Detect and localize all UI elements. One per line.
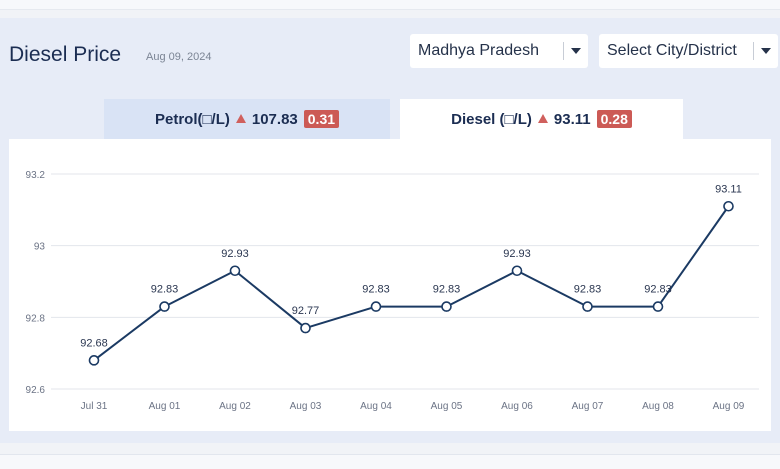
data-point [582, 301, 593, 312]
data-label: 92.83 [433, 284, 461, 296]
x-tick-label: Aug 07 [572, 401, 604, 412]
x-tick-label: Aug 04 [360, 401, 392, 412]
state-dropdown[interactable]: Madhya Pradesh [410, 34, 588, 68]
bottom-strip [0, 454, 780, 469]
data-label: 93.11 [715, 183, 742, 195]
data-label: 92.93 [503, 248, 531, 260]
up-arrow-icon [235, 113, 246, 123]
x-tick-label: Aug 02 [219, 401, 251, 412]
state-dropdown-label: Madhya Pradesh [418, 42, 539, 59]
page-title: Diesel Price [9, 43, 122, 66]
dropdown-separator [563, 42, 564, 60]
y-tick-label: 93.2 [26, 170, 46, 181]
x-tick-label: Aug 09 [713, 401, 745, 412]
x-tick-label: Aug 05 [431, 401, 463, 412]
data-label: 92.77 [292, 305, 320, 317]
data-label: 92.83 [362, 284, 390, 296]
city-dropdown-label: Select City/District [607, 42, 737, 59]
x-tick-label: Aug 06 [501, 401, 533, 412]
tab-petrol[interactable]: Petrol(□/L) 107.83 0.31 [104, 99, 390, 139]
city-dropdown[interactable]: Select City/District [599, 34, 778, 68]
tab-petrol-label: Petrol(□/L) [154, 110, 230, 128]
data-label: 92.93 [221, 248, 249, 260]
data-label: 92.83 [574, 284, 602, 296]
data-point [159, 301, 170, 312]
chevron-down-icon[interactable] [564, 48, 588, 54]
tab-diesel-label: Diesel (□/L) [451, 110, 532, 128]
data-point [441, 301, 452, 312]
tab-diesel-change-badge: 0.28 [596, 110, 632, 128]
data-label: 92.83 [151, 284, 179, 296]
data-point [300, 322, 311, 334]
tab-diesel-price: 93.11 [553, 110, 591, 128]
data-label: 92.68 [80, 337, 108, 349]
data-point [370, 301, 382, 312]
tab-petrol-change-badge: 0.31 [303, 110, 340, 128]
data-point [88, 355, 100, 366]
series-line [93, 205, 730, 362]
chart-card: 92.6 92.8 93 93.2 Jul 31 Aug 01 Aug 02 Aug 03 Au… [9, 139, 771, 431]
chevron-down-icon[interactable] [754, 48, 778, 54]
x-tick-label: Aug 03 [290, 401, 322, 412]
data-point [511, 265, 523, 277]
dropdown-separator [753, 42, 754, 60]
tab-petrol-price: 107.83 [251, 110, 298, 128]
x-tick-label: Aug 08 [642, 401, 674, 412]
x-tick-label: Jul 31 [81, 401, 108, 412]
top-strip [0, 0, 780, 10]
up-arrow-icon [537, 113, 548, 123]
data-label: 92.83 [644, 284, 672, 296]
line-chart: 92.6 92.8 93 93.2 Jul 31 Aug 01 Aug 02 Aug 03 Au… [26, 170, 759, 412]
y-tick-label: 92.6 [26, 385, 46, 396]
tab-diesel[interactable]: Diesel (□/L) 93.11 0.28 [400, 99, 683, 139]
y-tick-label: 92.8 [26, 313, 46, 324]
data-point [652, 301, 664, 312]
y-tick-label: 93 [34, 242, 46, 253]
x-tick-label: Aug 01 [149, 401, 181, 412]
price-date: Aug 09, 2024 [146, 51, 212, 63]
data-point [229, 265, 241, 277]
data-point [723, 200, 734, 212]
